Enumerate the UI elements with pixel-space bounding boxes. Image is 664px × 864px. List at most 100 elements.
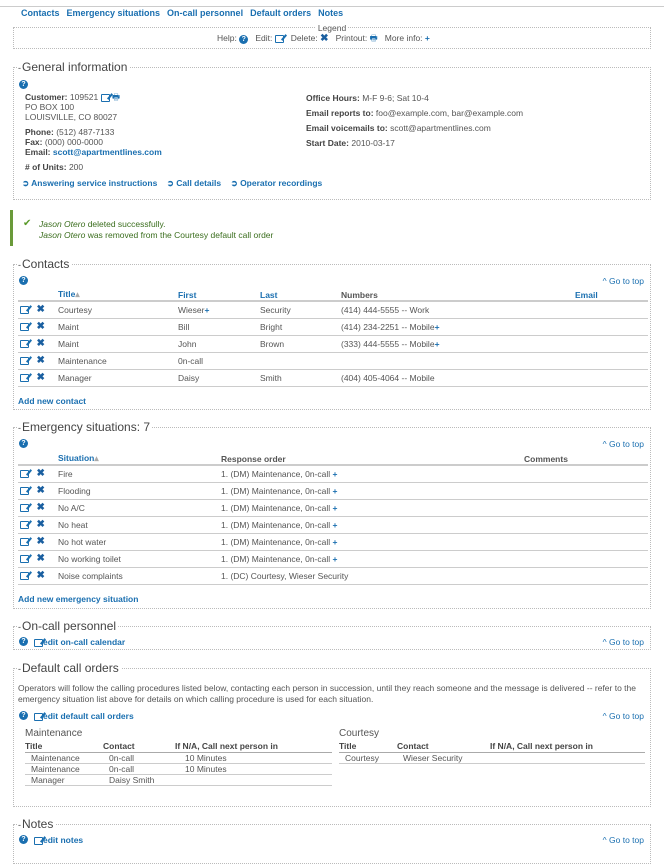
edit-icon[interactable] <box>20 571 30 580</box>
delete-icon[interactable]: ✖ <box>36 485 45 496</box>
comments-cell <box>524 567 648 585</box>
call-details-link[interactable]: ➲ Call details <box>166 178 222 188</box>
help-icon[interactable]: ? <box>19 276 28 285</box>
cell: Courtesy <box>339 752 397 764</box>
help-icon[interactable]: ? <box>19 711 28 720</box>
section-title: General information <box>18 60 130 74</box>
customer-id: 109521 <box>69 92 99 102</box>
cell: 0n-call <box>103 763 175 775</box>
go-to-top-link[interactable]: ^ Go to top <box>602 637 644 647</box>
more-info-icon[interactable]: + <box>332 485 338 496</box>
help-icon[interactable]: ? <box>19 80 28 89</box>
cell: Security <box>260 301 341 319</box>
message-line: deleted successfully. <box>87 219 166 229</box>
comments-cell <box>524 516 648 534</box>
response-cell: 1. (DM) Maintenance, 0n-call + <box>221 516 524 534</box>
go-to-top-link[interactable]: ^ Go to top <box>602 711 644 721</box>
nav-contacts[interactable]: Contacts <box>21 8 60 18</box>
more-info-icon[interactable]: + <box>332 502 338 513</box>
email-voicemails-label: Email voicemails to: <box>306 123 388 133</box>
edit-icon[interactable] <box>20 503 30 512</box>
start-date-value: 2010-03-17 <box>351 138 395 148</box>
delete-icon[interactable]: ✖ <box>36 338 45 349</box>
more-info-icon[interactable]: + <box>332 536 338 547</box>
more-info-icon[interactable]: + <box>204 304 210 315</box>
more-info-icon[interactable]: + <box>434 321 440 332</box>
nav-default-orders[interactable]: Default orders <box>250 8 312 18</box>
section-title: Emergency situations: 7 <box>18 420 153 434</box>
cell: Maintenance <box>25 763 103 775</box>
edit-notes-link[interactable]: edit notes <box>34 835 83 845</box>
help-icon[interactable]: ? <box>19 439 28 448</box>
col-last[interactable]: Last <box>260 289 341 302</box>
col-title[interactable]: Title▴ <box>58 289 178 302</box>
response-cell: 1. (DM) Maintenance, 0n-call + <box>221 533 524 551</box>
delete-icon[interactable]: ✖ <box>36 372 45 383</box>
edit-icon[interactable] <box>20 339 30 348</box>
edit-icon[interactable] <box>20 373 30 382</box>
delete-icon[interactable]: ✖ <box>36 519 45 530</box>
notes-section: Notes ? edit notes ^ Go to top <box>13 817 651 864</box>
response-cell: 1. (DC) Courtesy, Wieser Security <box>221 567 524 585</box>
add-contact-link[interactable]: Add new contact <box>18 396 87 406</box>
edit-icon <box>34 638 43 647</box>
delete-icon[interactable]: ✖ <box>36 570 45 581</box>
more-info-icon[interactable]: + <box>332 553 338 564</box>
call-order-name: Maintenance <box>25 728 83 739</box>
row-actions: ✖ <box>18 550 58 568</box>
col-first[interactable]: First <box>178 289 260 302</box>
edit-icon[interactable] <box>20 537 30 546</box>
more-info-icon[interactable]: + <box>434 338 440 349</box>
top-divider <box>0 6 664 7</box>
col-email[interactable]: Email <box>575 289 648 302</box>
nav-oncall[interactable]: On-call personnel <box>167 8 244 18</box>
delete-icon[interactable]: ✖ <box>36 468 45 480</box>
link-label: Go to top <box>609 711 644 721</box>
edit-icon[interactable] <box>100 93 110 102</box>
delete-icon[interactable]: ✖ <box>36 321 45 332</box>
link-label: Go to top <box>609 637 644 647</box>
edit-oncall-link[interactable]: edit on-call calendar <box>34 637 125 647</box>
cell: (333) 444-5555 -- Mobile+ <box>341 335 575 353</box>
row-actions: ✖ <box>18 499 58 517</box>
edit-icon[interactable] <box>20 520 30 529</box>
more-info-icon[interactable]: + <box>332 519 338 530</box>
edit-icon[interactable] <box>20 554 30 563</box>
go-to-top-link[interactable]: ^ Go to top <box>602 276 644 286</box>
edit-icon[interactable] <box>20 486 30 495</box>
go-to-top-link[interactable]: ^ Go to top <box>602 835 644 845</box>
link-label: Answering service instructions <box>31 178 158 188</box>
email-link[interactable]: scott@apartmentlines.com <box>52 147 162 157</box>
email-reports-value: foo@example.com, bar@example.com <box>375 108 524 118</box>
delete-icon[interactable]: ✖ <box>36 536 45 547</box>
comments-cell <box>524 482 648 500</box>
delete-icon[interactable]: ✖ <box>36 502 45 513</box>
situation-cell: No A/C <box>58 499 221 517</box>
nav-notes[interactable]: Notes <box>318 8 344 18</box>
delete-icon[interactable]: ✖ <box>36 355 45 366</box>
edit-icon[interactable] <box>20 356 30 365</box>
cell <box>575 301 648 319</box>
help-icon[interactable]: ? <box>19 637 28 646</box>
delete-icon[interactable]: ✖ <box>36 304 45 316</box>
cell: 10 Minutes <box>175 752 332 764</box>
phone-value: (512) 487-7133 <box>56 127 115 137</box>
answering-instructions-link[interactable]: ➲ Answering service instructions <box>22 178 158 188</box>
help-icon[interactable]: ? <box>19 835 28 844</box>
cell: 0n-call <box>178 352 260 370</box>
edit-icon[interactable] <box>20 322 30 331</box>
go-to-top-link[interactable]: ^ Go to top <box>602 439 644 449</box>
legend-title: Legend <box>315 23 349 33</box>
operator-recordings-link[interactable]: ➲ Operator recordings <box>230 178 323 188</box>
printer-icon[interactable]: 🖶 <box>112 92 121 102</box>
more-info-icon[interactable]: + <box>332 468 338 479</box>
edit-default-orders-link[interactable]: edit default call orders <box>34 711 134 721</box>
col-situation[interactable]: Situation▴ <box>58 453 221 466</box>
edit-icon[interactable] <box>20 306 30 314</box>
add-emergency-link[interactable]: Add new emergency situation <box>18 594 139 604</box>
nav-emergency[interactable]: Emergency situations <box>66 8 161 18</box>
start-date-label: Start Date: <box>306 138 349 148</box>
delete-icon[interactable]: ✖ <box>36 553 45 564</box>
edit-icon[interactable] <box>20 470 30 478</box>
success-message: ✔ Jason Otero deleted successfully. Jaso… <box>10 210 310 246</box>
